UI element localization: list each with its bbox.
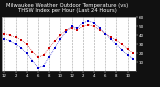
- Text: Milwaukee Weather Outdoor Temperature (vs) THSW Index per Hour (Last 24 Hours): Milwaukee Weather Outdoor Temperature (v…: [6, 3, 128, 13]
